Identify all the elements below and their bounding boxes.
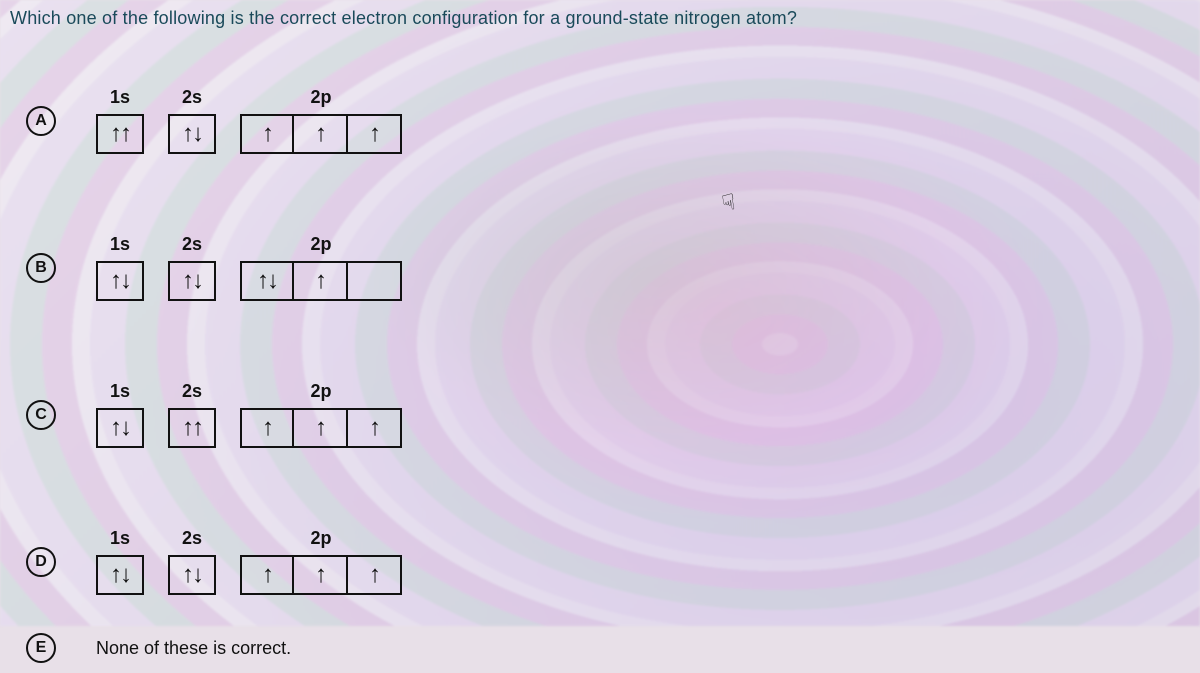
orbital-label-2s: 2s [182, 528, 202, 549]
option-text-e: None of these is correct. [96, 638, 291, 659]
spin-box: ↑↓ [257, 269, 277, 293]
orbital-2s: 2s ↑↑ [168, 381, 216, 448]
spin-box: ↑↓ [110, 416, 130, 440]
diagram-a: 1s ↑↑ 2s ↑↓ 2p ↑ ↑ ↑ [96, 87, 402, 154]
question-panel: Which one of the following is the correc… [0, 0, 1200, 673]
spin-box: ↑ [262, 122, 272, 146]
diagram-b: 1s ↑↓ 2s ↑↓ 2p ↑↓ ↑ [96, 234, 402, 301]
option-row-e: E None of these is correct. [10, 633, 1190, 663]
spin-box: ↑ [315, 563, 325, 587]
choice-button-d[interactable]: D [26, 547, 56, 577]
orbital-2s: 2s ↑↓ [168, 528, 216, 595]
orbital-1s: 1s ↑↓ [96, 381, 144, 448]
orbital-label-2p: 2p [310, 234, 331, 255]
choice-button-e[interactable]: E [26, 633, 56, 663]
orbital-2p: 2p ↑ ↑ ↑ [240, 381, 402, 448]
spin-box: ↑↓ [182, 269, 202, 293]
orbital-label-2s: 2s [182, 234, 202, 255]
orbital-label-2p: 2p [310, 87, 331, 108]
spin-box: ↑↓ [110, 563, 130, 587]
question-text: Which one of the following is the correc… [10, 8, 1190, 29]
spin-box: ↑ [369, 563, 379, 587]
spin-box: ↑↓ [182, 563, 202, 587]
option-row-a: A 1s ↑↑ 2s ↑↓ 2p ↑ ↑ ↑ [10, 87, 1190, 154]
orbital-1s: 1s ↑↑ [96, 87, 144, 154]
orbital-label-1s: 1s [110, 87, 130, 108]
orbital-2s: 2s ↑↓ [168, 234, 216, 301]
orbital-label-2p: 2p [310, 381, 331, 402]
option-row-b: B 1s ↑↓ 2s ↑↓ 2p ↑↓ ↑ [10, 234, 1190, 301]
spin-box: ↑↑ [110, 122, 130, 146]
orbital-1s: 1s ↑↓ [96, 234, 144, 301]
orbital-label-1s: 1s [110, 234, 130, 255]
orbital-label-1s: 1s [110, 381, 130, 402]
orbital-2p: 2p ↑↓ ↑ [240, 234, 402, 301]
spin-box: ↑ [315, 122, 325, 146]
orbital-1s: 1s ↑↓ [96, 528, 144, 595]
option-row-c: C 1s ↑↓ 2s ↑↑ 2p ↑ ↑ ↑ [10, 381, 1190, 448]
orbital-label-2s: 2s [182, 381, 202, 402]
orbital-label-2s: 2s [182, 87, 202, 108]
orbital-label-1s: 1s [110, 528, 130, 549]
spin-box: ↑↑ [182, 416, 202, 440]
diagram-c: 1s ↑↓ 2s ↑↑ 2p ↑ ↑ ↑ [96, 381, 402, 448]
spin-box: ↑ [262, 563, 272, 587]
option-row-d: D 1s ↑↓ 2s ↑↓ 2p ↑ ↑ ↑ [10, 528, 1190, 595]
spin-box: ↑↓ [110, 269, 130, 293]
choice-button-c[interactable]: C [26, 400, 56, 430]
spin-box: ↑ [315, 416, 325, 440]
spin-box: ↑ [369, 122, 379, 146]
diagram-d: 1s ↑↓ 2s ↑↓ 2p ↑ ↑ ↑ [96, 528, 402, 595]
choice-button-a[interactable]: A [26, 106, 56, 136]
orbital-2p: 2p ↑ ↑ ↑ [240, 528, 402, 595]
orbital-2s: 2s ↑↓ [168, 87, 216, 154]
orbital-2p: 2p ↑ ↑ ↑ [240, 87, 402, 154]
choice-button-b[interactable]: B [26, 253, 56, 283]
spin-box: ↑ [315, 269, 325, 293]
orbital-label-2p: 2p [310, 528, 331, 549]
spin-box: ↑ [262, 416, 272, 440]
spin-box: ↑↓ [182, 122, 202, 146]
spin-box: ↑ [369, 416, 379, 440]
